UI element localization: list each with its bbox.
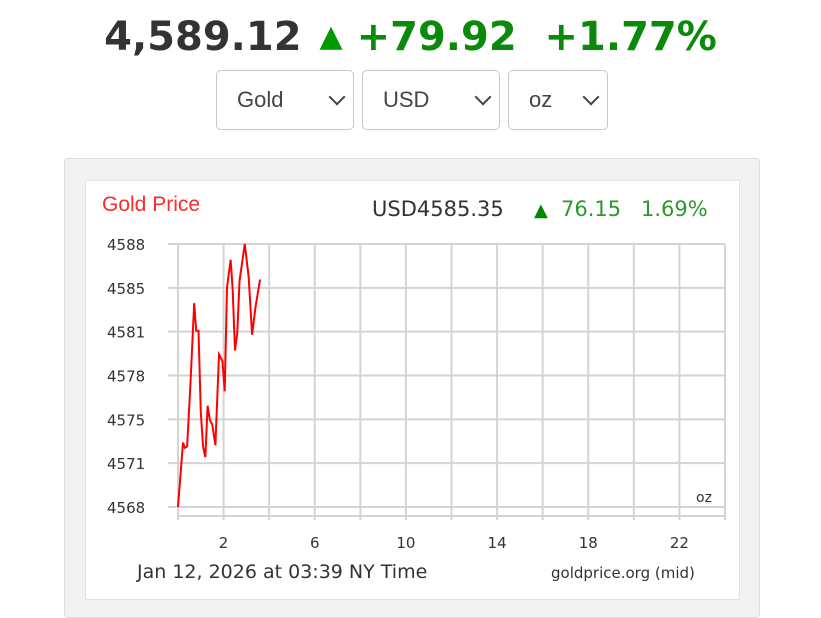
chart-change-percent: 1.69% [641,197,708,221]
triangle-up-icon: ▲ [319,19,343,54]
x-tick-label: 2 [219,534,229,552]
currency-select-value: USD [383,87,430,112]
price-line [177,243,262,508]
x-tick-label: 18 [579,534,598,552]
y-tick-label: 4571 [107,455,145,473]
gold-price-chart: Gold Price USD4585.35 ▲ 76.15 1.69% 4588… [102,193,726,583]
metal-select[interactable]: Gold [216,70,354,130]
y-tick-label: 4585 [107,280,145,298]
chart-timestamp: Jan 12, 2026 at 03:39 NY Time [136,561,427,583]
unit-label: oz [696,490,712,506]
y-tick-label: 4568 [107,499,145,517]
chart-source: goldprice.org (mid) [551,564,695,582]
chart-panel [85,180,740,600]
x-tick-label: 6 [310,534,320,552]
y-tick-label: 4578 [107,368,145,386]
chart-title: Gold Price [102,193,200,216]
price-header: 4,589.12 ▲ +79.92 +1.77% [0,14,821,60]
unit-select[interactable]: oz [508,70,608,130]
y-tick-label: 4575 [107,411,145,429]
currency-select[interactable]: USD [362,70,500,130]
chart-change: 76.15 [561,197,621,221]
price-change: +79.92 [356,14,517,60]
unit-select-value: oz [529,87,553,112]
current-price: 4,589.12 [104,14,302,60]
price-change-percent: +1.77% [544,14,717,60]
metal-select-value: Gold [237,87,284,112]
y-tick-label: 4588 [107,236,145,254]
chart-price-label: USD4585.35 [372,197,504,221]
x-tick-label: 10 [396,534,415,552]
y-tick-label: 4581 [107,324,145,342]
triangle-up-icon: ▲ [534,200,548,221]
x-tick-label: 22 [670,534,689,552]
x-tick-label: 14 [488,534,507,552]
